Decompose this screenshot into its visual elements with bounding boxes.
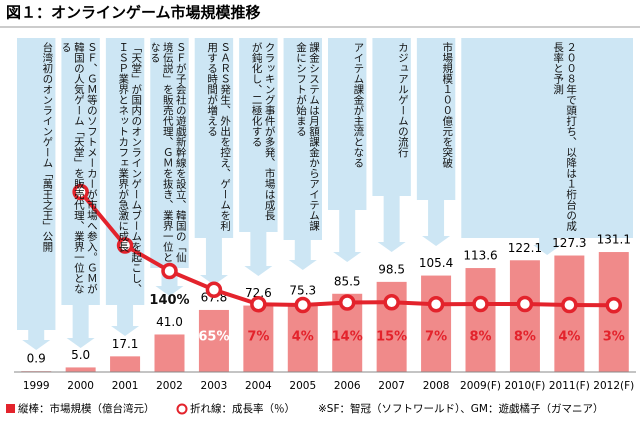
bar [421, 275, 452, 372]
growth-label: 14% [332, 330, 363, 345]
bar-value-label: 85.5 [334, 274, 361, 288]
annotation-box [372, 38, 411, 252]
annotation: アイテム課金が主流となる [352, 42, 365, 168]
x-tick-label: 2005 [289, 380, 316, 392]
legend-label: 縦棒：市場規模（億台湾元） [18, 402, 155, 415]
annotation-box [328, 38, 367, 262]
bar [154, 334, 185, 372]
bar-value-label: 131.1 [597, 233, 631, 247]
bar [509, 260, 540, 372]
annotation-box [105, 38, 145, 336]
growth-point [205, 281, 223, 298]
growth-point [294, 296, 312, 314]
growth-point [472, 295, 489, 313]
annotation-box [239, 38, 278, 276]
growth-label: 4% [292, 330, 314, 345]
x-tick-label: 2001 [112, 380, 139, 392]
annotation: 「天堂」が国内のオンラインゲームブームを起こし、ＩＳＰ業界とネットカフェ業界が急… [117, 42, 143, 294]
growth-label: 4% [558, 330, 580, 345]
growth-label: 3% [603, 330, 625, 345]
growth-point [250, 296, 267, 313]
x-tick-label: 2000 [67, 380, 94, 392]
annotation: ２００８年で頭打ち、以降は１桁台の成長率と予測 [552, 42, 578, 231]
bar-value-label: 105.4 [419, 256, 453, 270]
bar-value-label: 113.6 [463, 249, 497, 263]
growth-label: 140% [149, 293, 189, 308]
annotation: ＳＦが子会社の遊戯新幹線を設立、韓国の「仙境伝説」を販売代理、ＧＭを抜き、業界一… [152, 42, 187, 263]
bar [243, 305, 274, 372]
growth-point [116, 237, 134, 254]
growth-point [516, 295, 534, 313]
annotation-box [194, 38, 234, 285]
bar [110, 356, 141, 372]
bar-value-label: 98.5 [378, 262, 405, 276]
annotation: カジュアルゲームの流行 [396, 42, 409, 158]
growth-point [161, 262, 178, 280]
annotation: 台湾初のオンラインゲーム「萬王之王」公開 [41, 42, 54, 252]
x-tick-label: 2006 [334, 380, 361, 392]
x-tick-label: 2009(F) [460, 380, 501, 392]
annotation-box [416, 38, 456, 246]
x-tick-label: 2002 [156, 380, 183, 392]
bar-value-label: 127.3 [552, 236, 586, 250]
legend-swatch [6, 404, 15, 413]
annotation: クラッキング事件が多発、市場は成長が鈍化し、二極化する [250, 42, 276, 221]
x-tick-label: 2010(F) [504, 380, 545, 392]
growth-label: 8% [469, 330, 491, 345]
x-tick-label: 2012(F) [593, 380, 634, 392]
annotation: ＳＦ、ＧＭ等のソフトメーカーが市場へ参入。ＧＭが韓国の人気ゲーム「天堂」を販売代… [63, 42, 98, 294]
bar-value-label: 72.6 [245, 286, 272, 300]
legend-label: 折れ線：成長率（％） [190, 402, 295, 415]
note: ※SF：智冠（ソフトワールド）、GM：遊戯橘子（ガマニア） [318, 402, 603, 415]
bar-value-label: 0.9 [27, 352, 46, 366]
annotation-box [17, 38, 56, 350]
x-tick-label: 2003 [201, 380, 228, 392]
bar [554, 255, 585, 372]
bar [465, 268, 496, 372]
bar [198, 309, 229, 372]
growth-point [561, 296, 578, 314]
growth-point [72, 183, 89, 201]
annotation-box [461, 38, 633, 255]
annotation: 課金システムは月額課金からアイテム課金にシフトが始まる [294, 42, 320, 231]
bar-value-label: 17.1 [112, 337, 139, 351]
bar-value-label: 75.3 [289, 284, 316, 298]
x-tick-label: 1999 [23, 380, 50, 392]
x-tick-label: 2011(F) [549, 380, 590, 392]
bar-value-label: 122.1 [508, 241, 542, 255]
annotation: ＳＡＲＳ発生、外出を控え、ゲームを利用する時間が増える [206, 42, 232, 231]
bar-value-label: 5.0 [71, 348, 90, 362]
growth-point [383, 294, 400, 311]
legend-swatch [176, 403, 188, 415]
chart-title: 図１：オンラインゲーム市場規模推移 [6, 4, 261, 22]
x-tick-label: 2008 [423, 380, 450, 392]
growth-point [427, 296, 445, 313]
growth-label: 8% [514, 330, 536, 345]
x-tick-label: 2004 [245, 380, 272, 392]
annotation-box [150, 38, 189, 296]
x-tick-label: 2007 [378, 380, 405, 392]
growth-label: 7% [247, 330, 269, 345]
growth-point [605, 297, 623, 314]
annotation: 市場規模１００億元を突破 [441, 42, 454, 168]
annotation-box [283, 38, 322, 270]
growth-label: 7% [425, 330, 447, 345]
growth-label: 15% [376, 330, 407, 345]
bar [65, 367, 96, 372]
bar [287, 303, 318, 372]
growth-label: 65% [198, 330, 229, 345]
growth-point [338, 294, 356, 311]
bar-value-label: 41.0 [156, 315, 183, 329]
